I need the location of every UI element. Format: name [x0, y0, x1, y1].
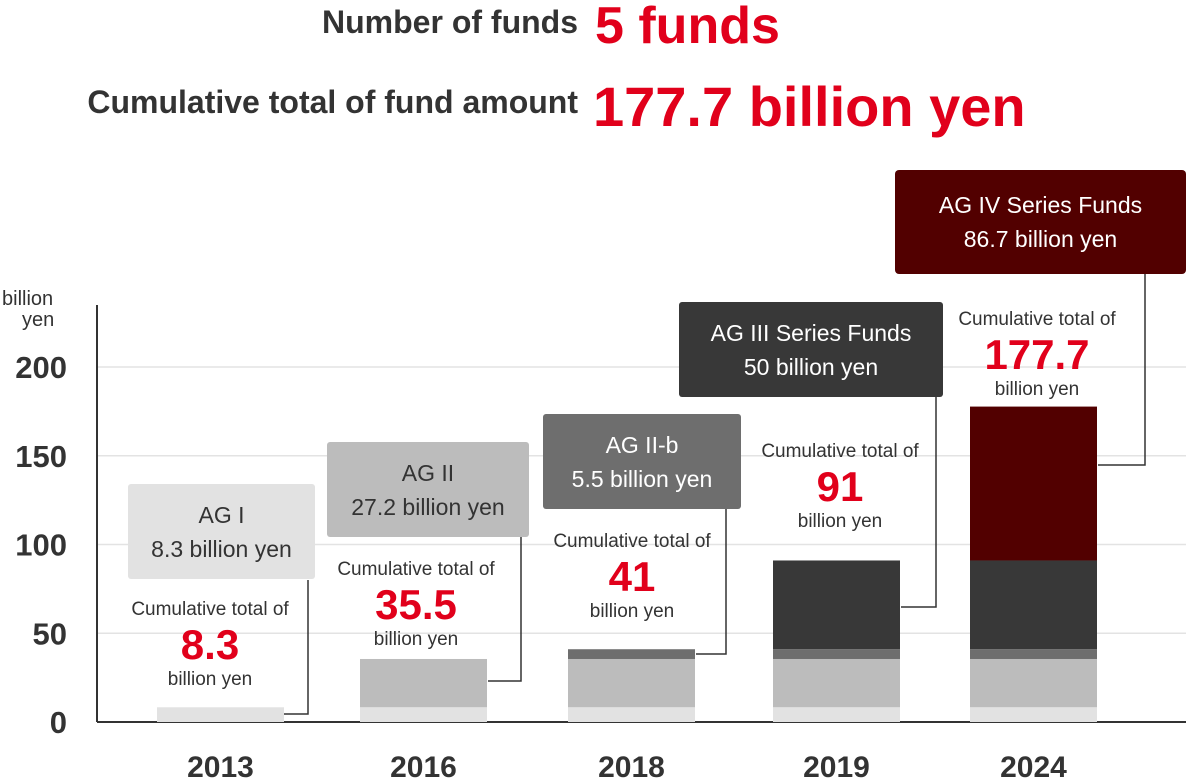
- x-tick-label: 2024: [1000, 751, 1067, 778]
- fund-box: AG III Series Funds 50 billion yen: [679, 302, 943, 397]
- cumulative-total-label: Cumulative total of 8.3 billion yen: [100, 598, 320, 692]
- fund-box-amount: 8.3 billion yen: [151, 535, 292, 562]
- funds-count-label: Number of funds: [322, 4, 578, 40]
- x-tick-label: 2013: [187, 751, 254, 778]
- fund-amount-unit: billion yen: [748, 75, 1026, 138]
- cumulative-suffix: billion yen: [994, 379, 1080, 400]
- cumulative-total-label: Cumulative total of 177.7 billion yen: [927, 308, 1147, 402]
- bar-segment-1: [360, 707, 487, 722]
- y-axis-label: yen: [22, 309, 54, 331]
- cumulative-suffix: billion yen: [373, 629, 459, 650]
- fund-box: AG II-b 5.5 billion yen: [543, 414, 741, 509]
- bar-segment-4: [970, 560, 1097, 650]
- cumulative-total-label: Cumulative total of 35.5 billion yen: [306, 558, 526, 652]
- y-tick-label: 200: [15, 350, 67, 385]
- bar-segment-4: [773, 560, 900, 650]
- fund-box-amount: 50 billion yen: [743, 353, 879, 380]
- fund-box-amount: 86.7 billion yen: [963, 226, 1118, 252]
- fund-box: AG IV Series Funds 86.7 billion yen: [895, 170, 1186, 274]
- fund-box-name: AG IV Series Funds: [938, 192, 1143, 218]
- cumulative-value: 177.7: [984, 331, 1090, 378]
- fund-amount-number: 177.7: [593, 75, 734, 138]
- cumulative-value: 8.3: [180, 621, 240, 668]
- bar-segment-3: [568, 649, 695, 659]
- x-tick-label: 2019: [803, 751, 870, 778]
- cumulative-prefix: Cumulative total of: [761, 441, 919, 462]
- cumulative-prefix: Cumulative total of: [337, 559, 495, 580]
- bar-segment-1: [157, 707, 284, 722]
- fund-box-name: AG III Series Funds: [710, 319, 912, 346]
- cumulative-value: 91: [816, 463, 864, 510]
- funds-count-value: 5 funds: [595, 0, 780, 55]
- leader-line: [696, 508, 727, 655]
- y-tick-label: 150: [15, 439, 67, 474]
- leader-line: [284, 580, 309, 715]
- cumulative-total-label: Cumulative total of 41 billion yen: [522, 530, 742, 624]
- fund-amount-label: Cumulative total of fund amount: [87, 84, 578, 120]
- bar-segment-3: [773, 649, 900, 659]
- cumulative-total-label: Cumulative total of 91 billion yen: [730, 440, 950, 534]
- fund-box-name: AG I: [198, 501, 245, 528]
- y-tick-label: 100: [15, 528, 67, 563]
- cumulative-suffix: billion yen: [589, 601, 675, 622]
- cumulative-suffix: billion yen: [797, 511, 883, 532]
- leader-line: [488, 536, 522, 682]
- bar-segment-1: [970, 707, 1097, 722]
- cumulative-prefix: Cumulative total of: [958, 309, 1116, 330]
- x-tick-label: 2016: [390, 751, 457, 778]
- fund-box-name: AG II-b: [605, 431, 679, 458]
- bar-segment-2: [970, 658, 1097, 708]
- bar-segment-5: [970, 406, 1097, 561]
- bar-segment-3: [970, 649, 1097, 659]
- fund-amount-value: 177.7 billion yen: [593, 74, 1026, 139]
- y-tick-label: 50: [33, 616, 67, 651]
- fund-box-amount: 5.5 billion yen: [571, 465, 713, 492]
- x-tick-label: 2018: [598, 751, 665, 778]
- cumulative-suffix: billion yen: [167, 669, 253, 690]
- leader-line: [1098, 272, 1146, 466]
- cumulative-prefix: Cumulative total of: [131, 599, 289, 620]
- fund-box: AG I 8.3 billion yen: [128, 484, 315, 579]
- bar-segment-2: [568, 658, 695, 708]
- fund-box: AG II 27.2 billion yen: [327, 442, 529, 537]
- fund-box-amount: 27.2 billion yen: [351, 493, 505, 520]
- y-tick-label: 0: [50, 705, 67, 740]
- cumulative-value: 35.5: [375, 581, 457, 628]
- bar-segment-2: [360, 658, 487, 708]
- cumulative-prefix: Cumulative total of: [553, 531, 711, 552]
- bar-segment-2: [773, 658, 900, 708]
- bar-segment-1: [773, 707, 900, 722]
- leader-line: [901, 396, 937, 608]
- fund-box-name: AG II: [401, 459, 455, 486]
- y-axis-label: billion: [2, 288, 53, 310]
- cumulative-value: 41: [608, 553, 656, 600]
- bar-segment-1: [568, 707, 695, 722]
